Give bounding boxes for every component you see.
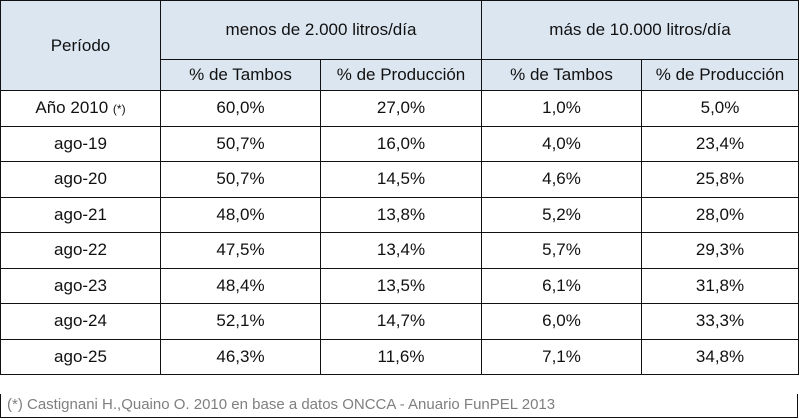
- table-row: ago-19 50,7% 16,0% 4,0% 23,4%: [0, 125, 800, 162]
- source-footnote: (*) Castignani H.,Quaino O. 2010 en base…: [0, 394, 798, 418]
- value-cell: 48,0%: [160, 196, 321, 233]
- table-row: ago-23 48,4% 13,5% 6,1% 31,8%: [0, 267, 800, 304]
- value-cell: 11,6%: [320, 338, 482, 375]
- table-container: Período menos de 2.000 litros/día más de…: [0, 0, 800, 375]
- table-row: ago-20 50,7% 14,5% 4,6% 25,8%: [0, 161, 800, 198]
- value-cell: 16,0%: [320, 125, 482, 162]
- value-cell: 7,1%: [481, 338, 642, 375]
- value-cell: 46,3%: [160, 338, 321, 375]
- header-row-groups: Período menos de 2.000 litros/día más de…: [0, 0, 800, 91]
- value-cell: 52,1%: [160, 303, 321, 340]
- value-cell: 6,0%: [481, 303, 642, 340]
- value-cell: 47,5%: [160, 232, 321, 269]
- period-cell: ago-22: [0, 232, 161, 269]
- footnote-marker: (*): [112, 102, 126, 117]
- period-label: Año 2010: [35, 98, 109, 118]
- value-cell: 14,5%: [320, 161, 482, 198]
- value-cell: 14,7%: [320, 303, 482, 340]
- table-row: ago-22 47,5% 13,4% 5,7% 29,3%: [0, 232, 800, 269]
- header-row-sub: % de Tambos % de Producción % de Tambos …: [1, 59, 800, 91]
- value-cell: 5,2%: [481, 196, 642, 233]
- period-cell: ago-24: [0, 303, 161, 340]
- dairy-stats-table: Período menos de 2.000 litros/día más de…: [0, 0, 800, 375]
- table-row: ago-24 52,1% 14,7% 6,0% 33,3%: [0, 303, 800, 340]
- value-cell: 28,0%: [640, 196, 800, 233]
- value-cell: 13,4%: [320, 232, 482, 269]
- value-cell: 48,4%: [160, 267, 321, 304]
- value-cell: 50,7%: [160, 125, 321, 162]
- period-cell: ago-19: [0, 125, 161, 162]
- value-cell: 13,5%: [320, 267, 482, 304]
- value-cell: 29,3%: [640, 232, 800, 269]
- value-cell: 6,1%: [481, 267, 642, 304]
- sub-header-tambos-small: % de Tambos: [160, 59, 321, 91]
- small-farms-header: menos de 2.000 litros/día: [160, 0, 482, 60]
- value-cell: 5,0%: [640, 90, 800, 127]
- value-cell: 1,0%: [481, 90, 642, 127]
- value-cell: 34,8%: [640, 338, 800, 375]
- large-farms-header: más de 10.000 litros/día: [480, 0, 800, 60]
- value-cell: 23,4%: [640, 125, 800, 162]
- table-row: Año 2010 (*) 60,0% 27,0% 1,0% 5,0%: [0, 90, 800, 127]
- value-cell: 4,6%: [481, 161, 642, 198]
- sub-header-produccion-large: % de Producción: [640, 59, 800, 91]
- period-cell: ago-21: [0, 196, 161, 233]
- period-cell: ago-20: [0, 161, 161, 198]
- period-cell: Año 2010 (*): [0, 90, 161, 127]
- value-cell: 60,0%: [160, 90, 321, 127]
- table-row: ago-21 48,0% 13,8% 5,2% 28,0%: [0, 196, 800, 233]
- sub-header-tambos-large: % de Tambos: [481, 59, 642, 91]
- sub-header-produccion-small: % de Producción: [320, 59, 482, 91]
- period-cell: ago-25: [0, 338, 161, 375]
- value-cell: 4,0%: [481, 125, 642, 162]
- value-cell: 33,3%: [640, 303, 800, 340]
- value-cell: 50,7%: [160, 161, 321, 198]
- value-cell: 25,8%: [640, 161, 800, 198]
- table-row: ago-25 46,3% 11,6% 7,1% 34,8%: [0, 338, 800, 375]
- period-header: Período: [0, 0, 161, 91]
- period-cell: ago-23: [0, 267, 161, 304]
- value-cell: 5,7%: [481, 232, 642, 269]
- value-cell: 13,8%: [320, 196, 482, 233]
- value-cell: 27,0%: [320, 90, 482, 127]
- value-cell: 31,8%: [640, 267, 800, 304]
